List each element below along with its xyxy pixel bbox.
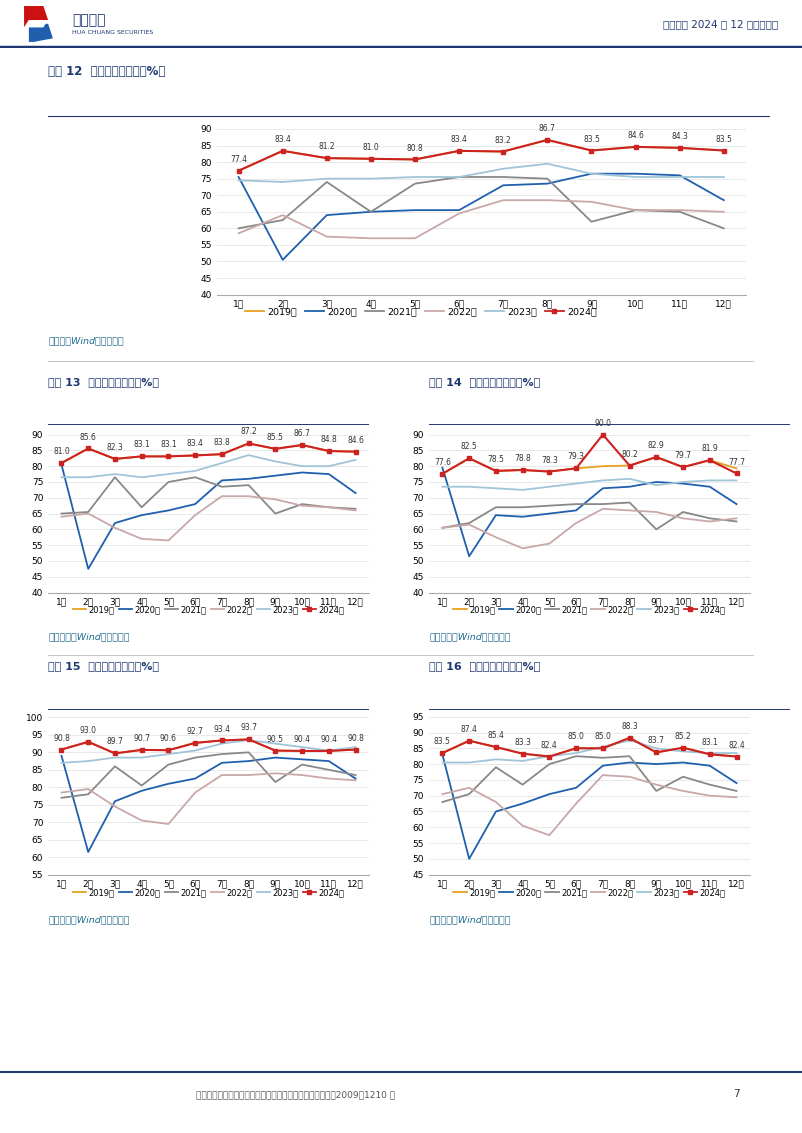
Text: 83.4: 83.4 <box>187 440 204 449</box>
Text: 83.1: 83.1 <box>160 441 176 450</box>
Text: 图表 16  吉祥航空客座率（%）: 图表 16 吉祥航空客座率（%） <box>429 662 541 672</box>
Text: 81.0: 81.0 <box>363 143 379 152</box>
Text: 78.3: 78.3 <box>541 455 558 465</box>
Text: 83.8: 83.8 <box>213 438 230 448</box>
Text: 81.2: 81.2 <box>318 142 335 151</box>
Text: 82.5: 82.5 <box>461 442 477 451</box>
Text: 89.7: 89.7 <box>107 738 124 747</box>
Text: 90.8: 90.8 <box>347 733 364 742</box>
Text: 83.4: 83.4 <box>274 135 291 144</box>
Text: 84.3: 84.3 <box>671 131 688 140</box>
Text: 83.1: 83.1 <box>133 441 150 450</box>
Text: 85.4: 85.4 <box>488 731 504 740</box>
Text: 料来源：Wind、华创证券: 料来源：Wind、华创证券 <box>48 337 124 346</box>
Text: 78.8: 78.8 <box>514 454 531 463</box>
Text: 88.3: 88.3 <box>622 722 638 731</box>
Text: 77.4: 77.4 <box>230 155 247 164</box>
Text: 90.4: 90.4 <box>294 735 310 744</box>
Text: 80.2: 80.2 <box>622 450 638 459</box>
Text: 85.5: 85.5 <box>267 433 284 442</box>
Text: 85.6: 85.6 <box>79 433 97 442</box>
Text: 92.7: 92.7 <box>187 727 204 736</box>
Text: 图表 12  东方航空客座率（%）: 图表 12 东方航空客座率（%） <box>48 65 165 78</box>
Legend: 2019年, 2020年, 2021年, 2022年, 2023年, 2024年: 2019年, 2020年, 2021年, 2022年, 2023年, 2024年 <box>450 885 729 901</box>
Legend: 2019年, 2020年, 2021年, 2022年, 2023年, 2024年: 2019年, 2020年, 2021年, 2022年, 2023年, 2024年 <box>69 885 348 901</box>
Text: 84.8: 84.8 <box>321 435 337 444</box>
Text: 77.6: 77.6 <box>434 458 451 467</box>
Text: 7: 7 <box>733 1090 739 1099</box>
Text: 90.0: 90.0 <box>594 419 611 427</box>
Text: 90.6: 90.6 <box>160 734 177 743</box>
Text: 图表 13  南方航空客座率（%）: 图表 13 南方航空客座率（%） <box>48 377 159 387</box>
Text: 93.0: 93.0 <box>79 726 97 735</box>
Text: 航空行业 2024 年 12 月数据点评: 航空行业 2024 年 12 月数据点评 <box>662 19 778 28</box>
Text: 资料来源：Wind、华创证券: 资料来源：Wind、华创证券 <box>429 632 511 641</box>
Text: 77.7: 77.7 <box>728 458 745 467</box>
Text: 83.2: 83.2 <box>495 136 512 145</box>
Polygon shape <box>29 24 53 42</box>
Text: 85.0: 85.0 <box>594 732 611 741</box>
Text: HUA CHUANG SECURITIES: HUA CHUANG SECURITIES <box>72 31 153 35</box>
Text: 81.9: 81.9 <box>702 444 718 453</box>
Text: 华创证券: 华创证券 <box>72 14 106 27</box>
Text: 78.5: 78.5 <box>488 455 504 465</box>
Legend: 2019年, 2020年, 2021年, 2022年, 2023年, 2024年: 2019年, 2020年, 2021年, 2022年, 2023年, 2024年 <box>450 602 729 617</box>
Text: 90.5: 90.5 <box>267 734 284 743</box>
Text: 82.4: 82.4 <box>728 741 745 750</box>
Text: 86.7: 86.7 <box>539 123 556 133</box>
Polygon shape <box>24 20 48 27</box>
Text: 83.4: 83.4 <box>451 135 468 144</box>
Text: 83.5: 83.5 <box>583 135 600 144</box>
Text: 80.8: 80.8 <box>407 144 423 153</box>
Text: 90.4: 90.4 <box>320 735 338 744</box>
Text: 资料来源：Wind、华创证券: 资料来源：Wind、华创证券 <box>48 632 130 641</box>
Text: 83.1: 83.1 <box>702 739 718 748</box>
Text: 82.3: 82.3 <box>107 443 124 452</box>
Text: 79.7: 79.7 <box>674 451 691 460</box>
Text: 83.7: 83.7 <box>648 736 665 746</box>
Text: 82.4: 82.4 <box>541 741 557 750</box>
Text: 90.8: 90.8 <box>53 733 70 742</box>
Text: 82.9: 82.9 <box>648 441 665 450</box>
Legend: 2019年, 2020年, 2021年, 2022年, 2023年, 2024年: 2019年, 2020年, 2021年, 2022年, 2023年, 2024年 <box>69 602 348 617</box>
Text: 93.7: 93.7 <box>240 724 257 732</box>
Text: 85.2: 85.2 <box>674 732 691 741</box>
Text: 图表 15  春秋航空客座率（%）: 图表 15 春秋航空客座率（%） <box>48 662 159 672</box>
Text: 85.0: 85.0 <box>568 732 585 741</box>
Text: 84.6: 84.6 <box>347 436 364 445</box>
Text: 83.5: 83.5 <box>715 135 732 144</box>
Text: 84.6: 84.6 <box>627 131 644 140</box>
Text: 资料来源：Wind、华创证券: 资料来源：Wind、华创证券 <box>48 915 130 925</box>
Text: 86.7: 86.7 <box>294 429 310 438</box>
Text: 90.7: 90.7 <box>133 734 150 743</box>
Text: 93.4: 93.4 <box>213 724 230 733</box>
Text: 79.3: 79.3 <box>568 452 585 461</box>
Text: 证监会审核华创证券投资咨询业务资格批文号：证监许可（2009）1210 号: 证监会审核华创证券投资咨询业务资格批文号：证监许可（2009）1210 号 <box>196 1090 395 1099</box>
Text: 83.3: 83.3 <box>514 738 531 747</box>
Text: 资料来源：Wind、华创证券: 资料来源：Wind、华创证券 <box>429 915 511 925</box>
Text: 83.5: 83.5 <box>434 738 451 747</box>
Text: 87.4: 87.4 <box>460 725 478 734</box>
Legend: 2019年, 2020年, 2021年, 2022年, 2023年, 2024年: 2019年, 2020年, 2021年, 2022年, 2023年, 2024年 <box>241 304 601 321</box>
Text: 81.0: 81.0 <box>53 448 70 457</box>
Text: 图表 14  中国国航客座率（%）: 图表 14 中国国航客座率（%） <box>429 377 541 387</box>
Text: 87.2: 87.2 <box>241 427 257 436</box>
Polygon shape <box>24 6 48 27</box>
